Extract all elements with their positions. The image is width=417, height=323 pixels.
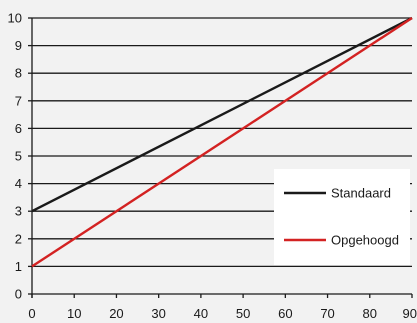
x-tick-label: 70 xyxy=(320,306,334,321)
x-tick-label: 20 xyxy=(109,306,123,321)
y-tick-label: 1 xyxy=(15,259,22,274)
x-tick-label: 0 xyxy=(28,306,35,321)
x-tick-label: 90 xyxy=(403,306,417,321)
y-tick-label: 2 xyxy=(15,231,22,246)
y-tick-label: 4 xyxy=(15,176,22,191)
y-tick-label: 3 xyxy=(15,204,22,219)
legend: Standaard Opgehoogd xyxy=(274,169,410,265)
legend-label: Opgehoogd xyxy=(331,233,399,248)
y-tick-label: 9 xyxy=(15,38,22,53)
y-tick-label: 8 xyxy=(15,66,22,81)
y-tick-label: 7 xyxy=(15,93,22,108)
y-tick-label: 10 xyxy=(8,11,22,26)
y-tick-label: 6 xyxy=(15,121,22,136)
axes xyxy=(28,17,413,298)
grid-lines xyxy=(32,17,412,268)
x-tick-label: 50 xyxy=(236,306,250,321)
x-tick-label: 30 xyxy=(151,306,165,321)
x-tick-label: 80 xyxy=(363,306,377,321)
x-tick-label: 40 xyxy=(194,306,208,321)
series-lines xyxy=(31,16,413,268)
legend-label: Standaard xyxy=(331,186,391,201)
y-tick-label: 5 xyxy=(15,149,22,164)
legend-box xyxy=(274,169,410,265)
series-line-standaard xyxy=(31,16,413,213)
x-tick-labels: 0 10 20 30 40 50 60 70 80 90 xyxy=(28,306,417,321)
x-tick-label: 60 xyxy=(278,306,292,321)
y-tick-label: 0 xyxy=(15,287,22,302)
x-tick-label: 10 xyxy=(67,306,81,321)
series-line-opgehoogd xyxy=(31,16,413,268)
y-tick-labels: 0 1 2 3 4 5 6 7 8 9 10 xyxy=(8,11,22,302)
